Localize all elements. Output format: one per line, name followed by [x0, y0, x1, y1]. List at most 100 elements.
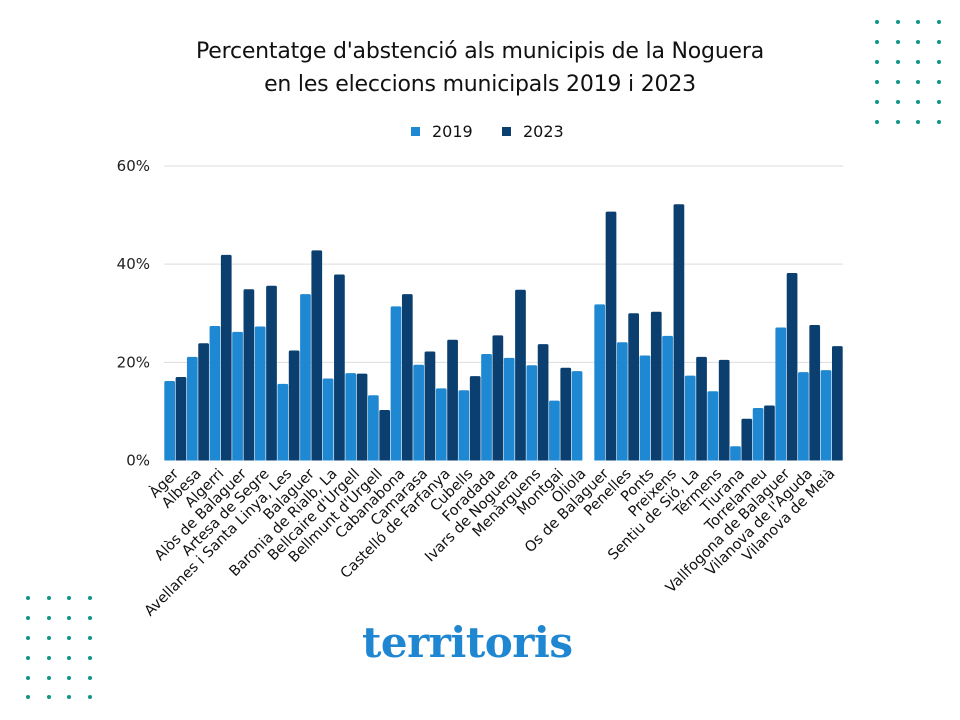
bar-2019-montgai — [549, 400, 560, 461]
decorative-dot — [875, 20, 879, 24]
bar-2019-preixens — [662, 335, 673, 461]
y-tick-label: 20% — [117, 353, 150, 371]
bar-2019-vallfogona-de-balaguer — [775, 327, 787, 461]
bar-2019-ponts — [639, 355, 651, 461]
bar-2019-albesa — [186, 356, 198, 461]
bar-2019-avellanes-i-santa-linya-les — [277, 383, 289, 461]
decorative-dot — [937, 60, 941, 64]
bar-2023-algerri — [220, 254, 232, 461]
decorative-dot — [896, 120, 900, 124]
bar-2019-artesa-de-segre — [254, 326, 266, 461]
bar-2023-foradada — [492, 335, 504, 461]
decorative-dot — [47, 676, 51, 680]
decorative-dot — [937, 80, 941, 84]
decorative-dot — [875, 40, 879, 44]
decorative-dot — [937, 40, 941, 44]
bar-2023-sentiu-de-sió-la — [696, 356, 707, 461]
decorative-dot — [26, 596, 30, 600]
bar-2019-ivars-de-noguera — [503, 357, 515, 461]
bar-2023-camarasa — [424, 351, 436, 461]
bar-2019-algerri — [209, 326, 221, 461]
decorative-dot — [896, 20, 900, 24]
bar-2019-alòs-de-balaguer — [232, 331, 243, 461]
decorative-dot — [67, 695, 71, 699]
decorative-dot — [937, 100, 941, 104]
bar-2023-tiurana — [741, 418, 753, 461]
bar-2019-oliola — [571, 371, 583, 461]
bar-2019-cubells — [458, 390, 470, 461]
decorative-dot — [916, 20, 920, 24]
decorative-dot — [916, 100, 920, 104]
decorative-dot — [88, 676, 92, 680]
bar-2023-àger — [175, 377, 187, 461]
decorative-dot — [937, 120, 941, 124]
bar-2023-vilanova-de-meià — [831, 346, 843, 461]
bar-2019-térmens — [707, 391, 719, 461]
bar-2023-cubells — [469, 376, 481, 461]
decorative-dot — [67, 596, 71, 600]
legend-item-2019: 2019 — [411, 122, 473, 141]
bar-2019-foradada — [481, 353, 492, 461]
bar-2023-artesa-de-segre — [266, 285, 277, 461]
decorative-dot — [916, 80, 920, 84]
bar-2019-torrelameu — [752, 407, 764, 461]
bar-2019-àger — [164, 380, 176, 461]
bar-2019-cabanabona — [390, 306, 402, 461]
bar-2019-vilanova-de-meià — [820, 370, 832, 461]
decorative-dot — [88, 656, 92, 660]
decorative-dot — [26, 695, 30, 699]
legend-label-2019: 2019 — [432, 122, 473, 141]
decorative-dot — [67, 616, 71, 620]
bar-2023-preixens — [673, 204, 685, 461]
bar-2023-avellanes-i-santa-linya-les — [288, 350, 300, 461]
decorative-dot — [916, 60, 920, 64]
bar-2019-tiurana — [730, 446, 741, 461]
decorative-dot — [896, 40, 900, 44]
bar-2023-torrelameu — [764, 405, 775, 461]
y-tick-label: 40% — [117, 255, 150, 273]
decorative-dot — [47, 596, 51, 600]
decorative-dot — [88, 695, 92, 699]
chart-legend: 2019 2023 — [0, 122, 960, 144]
decorative-dot — [47, 636, 51, 640]
decorative-dot — [67, 656, 71, 660]
legend-label-2023: 2023 — [523, 122, 564, 141]
decorative-dot — [896, 80, 900, 84]
decorative-dot — [47, 656, 51, 660]
bar-2023-montgai — [560, 367, 572, 461]
bar-2023-penelles — [628, 313, 639, 461]
bar-2019-bellmunt-d-urgell — [368, 395, 379, 461]
legend-swatch-2019 — [411, 127, 420, 136]
decorative-dot — [937, 20, 941, 24]
bar-2023-bellmunt-d-urgell — [379, 409, 391, 461]
decorative-dot — [875, 100, 879, 104]
decorative-dot — [26, 636, 30, 640]
decorative-dot — [67, 636, 71, 640]
bar-2023-menàrguens — [537, 344, 549, 461]
bar-2019-castelló-de-farfanya — [435, 388, 447, 461]
chart-title-line-1: Percentatge d'abstenció als municipis de… — [195, 39, 765, 64]
bar-2023-baronia-de-rialb-la — [334, 274, 345, 461]
chart-title-line-2: en les eleccions municipals 2019 i 2023 — [264, 72, 696, 97]
bar-2023-térmens — [718, 359, 730, 461]
bar-2023-bellcaire-d-urgell — [356, 373, 368, 461]
y-tick-label: 0% — [126, 452, 150, 470]
decorative-dot — [896, 60, 900, 64]
bar-2023-ivars-de-noguera — [515, 289, 526, 461]
decorative-dot — [88, 616, 92, 620]
bar-2023-cabanabona — [401, 294, 413, 461]
bars — [164, 204, 843, 461]
bar-2023-albesa — [198, 343, 209, 461]
decorative-dot — [47, 616, 51, 620]
bar-2023-vilanova-de-l-aguda — [809, 325, 821, 461]
territoris-logo: territoris — [362, 618, 573, 667]
decorative-dot — [875, 120, 879, 124]
decorative-dot — [88, 636, 92, 640]
decorative-dot — [88, 596, 92, 600]
decorative-dot — [47, 695, 51, 699]
bar-2023-balaguer — [311, 250, 323, 461]
y-tick-label: 60% — [117, 157, 150, 175]
bar-2019-bellcaire-d-urgell — [345, 373, 357, 461]
